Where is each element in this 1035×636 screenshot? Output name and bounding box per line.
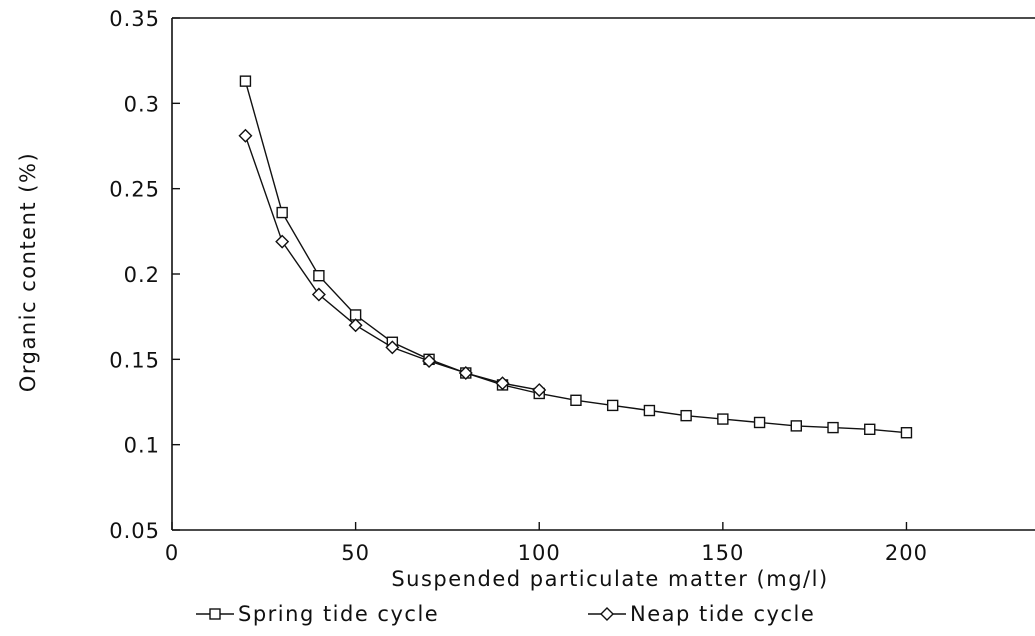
y-tick-label: 0.1	[124, 434, 160, 458]
data-point	[900, 427, 913, 439]
data-point	[458, 365, 473, 380]
data-point	[606, 399, 619, 412]
y-tick-label: 0.15	[109, 348, 160, 372]
x-tick-label: 0	[165, 541, 179, 565]
data-point	[311, 287, 326, 302]
data-point	[239, 75, 252, 87]
data-point	[864, 423, 876, 436]
y-axis-title: Organic content (%)	[16, 152, 40, 392]
x-axis-ticks: 0 50 100 150 200	[165, 522, 928, 565]
data-point	[276, 206, 288, 219]
legend-marker	[600, 607, 614, 621]
y-axis-ticks: 0.05 0.1 0.15 0.2 0.25 0.3 0.35	[109, 7, 180, 543]
data-point	[753, 416, 766, 429]
series-square	[239, 75, 913, 439]
data-point	[313, 270, 325, 282]
data-point	[680, 409, 692, 422]
legend-item: Spring tide cycle	[196, 602, 439, 626]
data-point	[717, 413, 729, 425]
legend-item: Neap tide cycle	[588, 602, 815, 626]
data-point	[790, 420, 802, 432]
legend-marker	[209, 608, 221, 620]
x-tick-label: 150	[701, 541, 744, 565]
y-tick-label: 0.35	[109, 7, 160, 31]
data-point	[495, 376, 510, 391]
y-tick-label: 0.2	[124, 263, 160, 287]
y-tick-label: 0.05	[109, 519, 160, 543]
data-point	[422, 354, 437, 369]
series-layer	[238, 75, 913, 439]
legend: Spring tide cycle Neap tide cycle	[196, 602, 815, 626]
legend-label: Neap tide cycle	[630, 602, 815, 626]
data-point	[827, 421, 839, 434]
x-axis-title: Suspended particulate matter (mg/l)	[391, 567, 828, 591]
data-point	[275, 234, 290, 249]
data-point	[238, 128, 253, 143]
plot-frame	[171, 17, 1035, 531]
data-point	[348, 318, 363, 333]
data-point	[385, 340, 400, 355]
x-tick-label: 50	[341, 541, 370, 565]
series-diamond	[238, 128, 547, 398]
data-point	[643, 404, 656, 417]
y-tick-label: 0.3	[124, 92, 160, 116]
data-point	[570, 394, 582, 406]
x-tick-label: 200	[885, 541, 928, 565]
legend-label: Spring tide cycle	[238, 602, 439, 626]
y-tick-label: 0.25	[109, 178, 160, 202]
series-line	[244, 80, 907, 434]
x-tick-label: 100	[518, 541, 561, 565]
data-point	[532, 383, 547, 398]
